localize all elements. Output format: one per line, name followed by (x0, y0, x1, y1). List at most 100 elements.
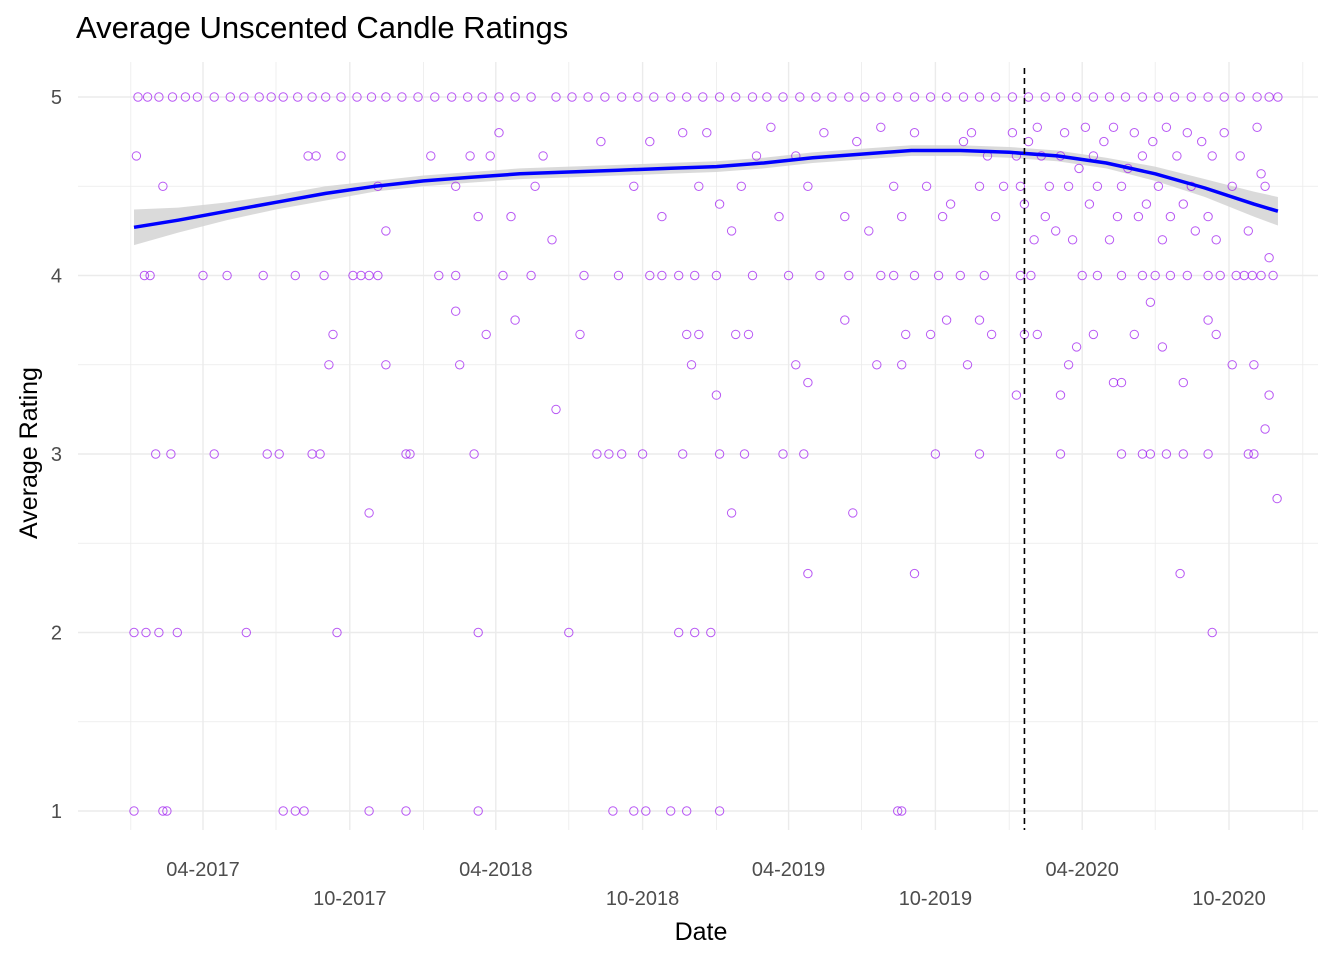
data-point (430, 92, 440, 102)
data-point (239, 92, 249, 102)
data-point (1197, 136, 1207, 147)
x-tick-label: 04-2017 (166, 859, 239, 881)
data-point (1032, 122, 1043, 133)
data-point (815, 270, 825, 281)
data-point (876, 122, 886, 133)
data-point (974, 449, 985, 459)
data-point (739, 449, 750, 459)
data-point (1133, 211, 1144, 222)
data-point (990, 92, 1001, 102)
data-point (860, 92, 870, 102)
data-point (649, 92, 659, 102)
data-point (1157, 235, 1168, 245)
data-point (1074, 163, 1084, 174)
data-point (633, 92, 643, 102)
data-point (714, 199, 725, 209)
data-point (690, 270, 700, 281)
data-point (1207, 627, 1217, 638)
data-point (1203, 315, 1213, 325)
data-point (254, 92, 264, 102)
data-point (131, 151, 142, 161)
data-point (925, 92, 936, 102)
data-point (1178, 377, 1189, 388)
data-point (477, 92, 487, 102)
data-point (803, 377, 813, 388)
data-point (469, 449, 479, 459)
data-point (844, 92, 854, 102)
data-point (1129, 329, 1140, 340)
data-point (726, 226, 737, 236)
data-point (876, 270, 886, 281)
data-point (974, 92, 985, 102)
data-point (530, 181, 540, 192)
data-point (1219, 128, 1229, 138)
data-point (762, 92, 772, 102)
data-point (451, 270, 461, 281)
data-point (299, 806, 309, 816)
data-point (413, 92, 423, 102)
data-point (583, 92, 593, 102)
data-point (133, 92, 143, 102)
data-point (381, 226, 391, 236)
data-point (736, 181, 746, 192)
data-point (426, 151, 436, 161)
data-point (1108, 377, 1119, 388)
data-point (1092, 181, 1103, 192)
data-point (364, 508, 374, 518)
data-point (637, 449, 648, 459)
data-point (451, 306, 461, 316)
data-point (274, 449, 284, 459)
data-point (1252, 92, 1262, 102)
data-point (311, 151, 321, 161)
data-point (702, 128, 712, 138)
data-point (278, 806, 288, 816)
data-point (307, 92, 317, 102)
data-point (1243, 449, 1254, 459)
data-point (1172, 151, 1182, 161)
data-point (129, 806, 139, 816)
data-point (366, 92, 377, 102)
data-point (1186, 92, 1197, 102)
data-point (1165, 211, 1176, 222)
data-point (840, 315, 850, 325)
y-tick-label: 1 (51, 801, 62, 823)
data-point (336, 92, 346, 102)
data-point (141, 627, 151, 638)
data-point (1141, 199, 1152, 209)
data-point (747, 270, 758, 281)
data-point (714, 449, 725, 459)
data-point (694, 329, 704, 340)
data-point (1211, 235, 1221, 245)
x-tick-label: 04-2020 (1045, 859, 1118, 881)
data-point (990, 211, 1001, 222)
chart-title: Average Unscented Candle Ratings (76, 10, 569, 45)
data-point (666, 92, 676, 102)
data-point (751, 151, 762, 161)
data-point (799, 449, 809, 459)
data-point (617, 449, 627, 459)
data-point (889, 270, 899, 281)
data-point (1235, 151, 1245, 161)
data-point (674, 627, 684, 638)
data-point (1104, 92, 1115, 102)
data-point (405, 449, 415, 459)
data-point (473, 627, 483, 638)
data-point (1190, 226, 1201, 236)
data-point (1116, 449, 1127, 459)
data-point (1092, 270, 1103, 281)
data-point (1015, 181, 1026, 192)
data-point (1227, 360, 1237, 370)
data-point (575, 329, 585, 340)
data-point (336, 151, 346, 161)
data-point (1165, 270, 1176, 281)
data-point (1148, 136, 1158, 147)
data-point (1137, 151, 1148, 161)
data-point (778, 449, 788, 459)
data-point (1088, 329, 1099, 340)
data-point (629, 181, 639, 192)
data-point (154, 627, 164, 638)
data-point (844, 270, 854, 281)
data-point (1129, 128, 1140, 138)
x-tick-labels: 04-2017 10-2017 04-2018 10-2018 04-2019 10-20… (166, 859, 1265, 910)
